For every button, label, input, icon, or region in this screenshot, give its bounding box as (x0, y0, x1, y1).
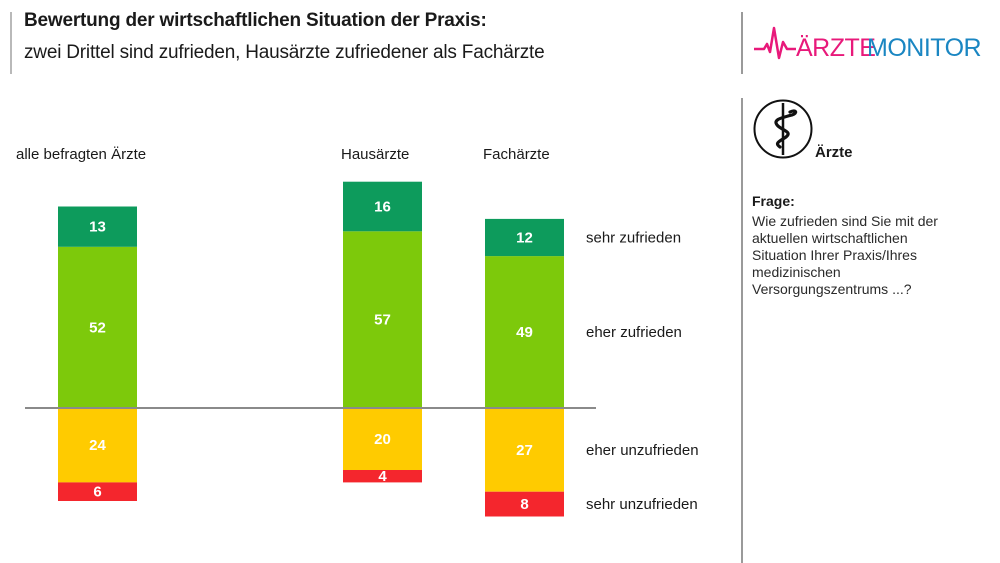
category-label: alle befragten Ärzte (16, 146, 146, 163)
data-label: 4 (378, 468, 387, 485)
question-text: Wie zufrieden sind Sie mit der aktuellen… (752, 213, 938, 297)
page-subtitle: zwei Drittel sind zufrieden, Hausärzte z… (24, 42, 545, 63)
category-label: Hausärzte (341, 146, 409, 163)
page-title: Bewertung der wirtschaftlichen Situation… (24, 10, 487, 31)
legend-item: sehr unzufrieden (586, 496, 698, 513)
data-label: 12 (516, 230, 533, 247)
bar-segment-eher-zufrieden (485, 256, 564, 408)
data-label: 16 (374, 199, 391, 216)
data-label: 20 (374, 431, 391, 448)
aesculapian-staff-icon (753, 99, 813, 159)
bar-segment-eher-unzufrieden (485, 408, 564, 492)
chart: alle befragten Ärzte Hausärzte Fachärzte 5… (16, 146, 699, 517)
bar-segment-sehr-zufrieden (58, 206, 137, 247)
legend-item: eher zufrieden (586, 324, 682, 341)
divider-main (741, 98, 743, 563)
bar-segment-eher-unzufrieden (58, 408, 137, 483)
data-label: 49 (516, 324, 533, 341)
bar-segment-eher-zufrieden (343, 231, 422, 408)
data-label: 27 (516, 442, 533, 459)
legend-item: sehr zufrieden (586, 230, 681, 247)
data-label: 57 (374, 312, 391, 329)
bar-segment-sehr-unzufrieden (343, 470, 422, 483)
bar-segment-sehr-unzufrieden (485, 491, 564, 517)
data-label: 13 (89, 219, 106, 236)
data-label: 8 (520, 496, 528, 513)
bar-segment-eher-unzufrieden (343, 408, 422, 470)
question-label: Frage: (752, 193, 795, 209)
data-label: 6 (93, 484, 101, 501)
divider-top (741, 12, 743, 74)
bar-segment-sehr-unzufrieden (58, 482, 137, 501)
legend-item: eher unzufrieden (586, 442, 699, 459)
heartbeat-icon (754, 26, 796, 60)
title-accent-bar (10, 12, 12, 74)
category-label: Fachärzte (483, 146, 550, 163)
bar-segment-eher-zufrieden (58, 246, 137, 408)
logo-part1: ÄRZTE (796, 34, 875, 62)
bar-segment-sehr-zufrieden (343, 181, 422, 232)
target-group-label: Ärzte (815, 144, 853, 161)
bar-segment-sehr-zufrieden (485, 218, 564, 257)
logo-part2: MONITOR (867, 34, 981, 62)
data-label: 24 (89, 437, 106, 454)
data-label: 52 (89, 319, 106, 336)
aerztemonitor-logo: ÄRZTE MONITOR (754, 26, 982, 62)
